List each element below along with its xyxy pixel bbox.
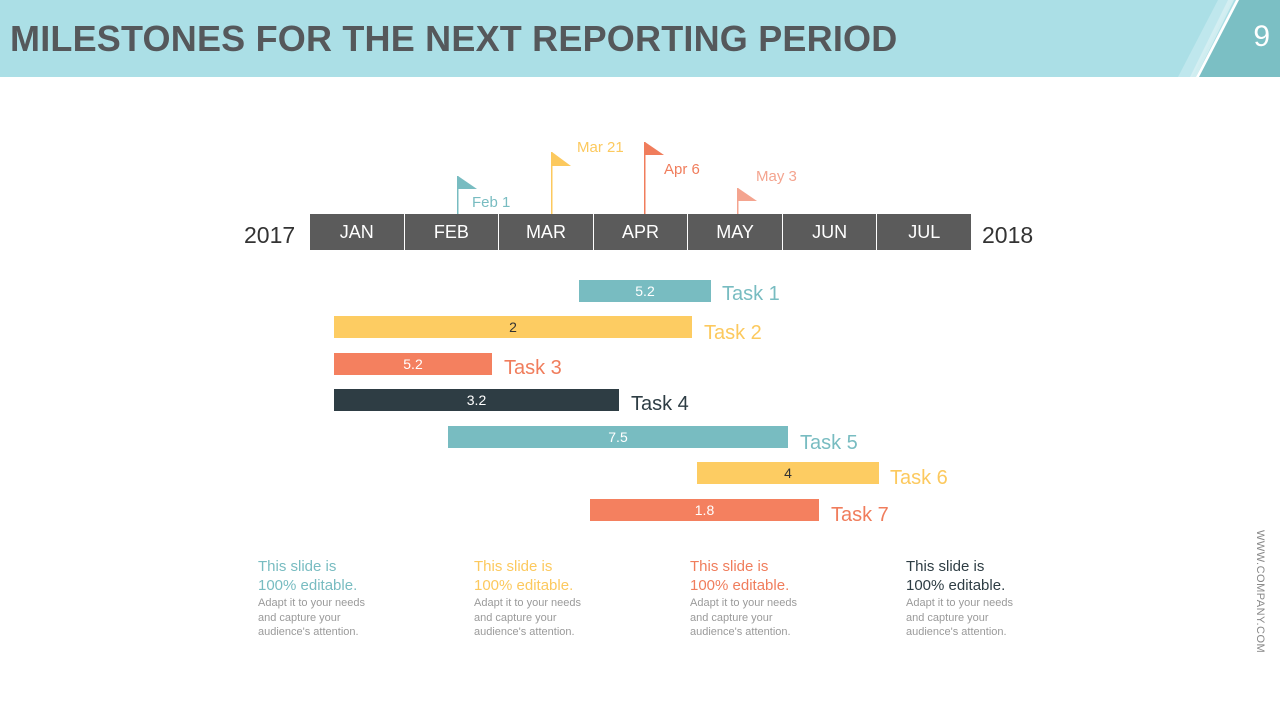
- note-headline: This slide is: [474, 558, 553, 575]
- note-body-line: and capture your: [474, 611, 557, 624]
- note-body-line: audience's attention.: [474, 626, 575, 638]
- task-value: 2: [509, 319, 517, 335]
- task-label-5: Task 5: [800, 432, 858, 454]
- task-bar-5: 7.5: [448, 426, 788, 448]
- note-body-line: Adapt it to your needs: [258, 597, 366, 609]
- note-body: Adapt it to your needs and capture your …: [474, 596, 674, 640]
- note-body-line: Adapt it to your needs: [906, 597, 1014, 609]
- task-bar-1: 5.2: [579, 280, 711, 302]
- task-label-6: Task 6: [890, 467, 948, 489]
- note-block-3: This slide is 100% editable. Adapt it to…: [690, 557, 890, 640]
- note-body-line: audience's attention.: [690, 626, 791, 638]
- note-body-line: Adapt it to your needs: [474, 597, 582, 609]
- note-headline: 100% editable.: [906, 577, 1006, 594]
- task-bar-6: 4: [697, 462, 879, 484]
- note-headline: This slide is: [906, 558, 985, 575]
- slide-title: MILESTONES FOR THE NEXT REPORTING PERIOD: [10, 18, 898, 59]
- note-headline: 100% editable.: [258, 577, 358, 594]
- note-body-line: Adapt it to your needs: [690, 597, 798, 609]
- note-headline: 100% editable.: [690, 577, 790, 594]
- flag-icon: [737, 188, 757, 214]
- month-feb: FEB: [404, 214, 500, 250]
- month-jun: JUN: [782, 214, 878, 250]
- task-value: 4: [784, 465, 792, 481]
- milestone-label-feb: Feb 1: [472, 194, 511, 211]
- note-block-4: This slide is 100% editable. Adapt it to…: [906, 557, 1106, 640]
- flag-icon: [457, 176, 477, 214]
- flag-icon: [644, 142, 664, 214]
- task-bar-7: 1.8: [590, 499, 819, 521]
- task-value: 5.2: [635, 283, 655, 299]
- note-headline: 100% editable.: [474, 577, 574, 594]
- note-body-line: audience's attention.: [906, 626, 1007, 638]
- note-body-line: and capture your: [258, 611, 341, 624]
- month-axis: JAN FEB MAR APR MAY JUN JUL: [310, 214, 972, 250]
- milestone-label-mar: Mar 21: [577, 139, 624, 156]
- month-mar: MAR: [499, 214, 594, 250]
- month-apr: APR: [593, 214, 689, 250]
- note-body-line: audience's attention.: [258, 626, 359, 638]
- note-headline: This slide is: [258, 558, 337, 575]
- task-bar-4: 3.2: [334, 389, 619, 411]
- task-label-3: Task 3: [504, 357, 562, 379]
- start-year: 2017: [244, 222, 296, 248]
- note-body: Adapt it to your needs and capture your …: [258, 596, 458, 640]
- task-label-1: Task 1: [722, 283, 780, 305]
- task-value: 7.5: [608, 429, 628, 445]
- website-text: WWW.COMPANY.COM: [1254, 530, 1266, 654]
- note-block-1: This slide is 100% editable. Adapt it to…: [258, 557, 458, 640]
- flag-icon: [551, 152, 571, 214]
- month-may: MAY: [688, 214, 783, 250]
- note-headline: This slide is: [690, 558, 769, 575]
- month-jul: JUL: [877, 214, 972, 250]
- note-body-line: and capture your: [906, 611, 989, 624]
- task-bar-2: 2: [334, 316, 692, 338]
- task-value: 5.2: [403, 356, 423, 372]
- task-value: 3.2: [466, 392, 487, 408]
- note-body-line: and capture your: [690, 611, 773, 624]
- end-year: 2018: [982, 222, 1034, 248]
- task-value: 1.8: [694, 502, 715, 518]
- page-number: 9: [1253, 20, 1270, 53]
- task-bar-3: 5.2: [334, 353, 492, 375]
- task-label-4: Task 4: [631, 393, 689, 415]
- note-body: Adapt it to your needs and capture your …: [690, 596, 890, 640]
- milestone-label-may: May 3: [756, 168, 797, 185]
- milestone-label-apr: Apr 6: [664, 161, 700, 178]
- note-body: Adapt it to your needs and capture your …: [906, 596, 1106, 640]
- task-label-2: Task 2: [704, 322, 762, 344]
- note-block-2: This slide is 100% editable. Adapt it to…: [474, 557, 674, 640]
- task-label-7: Task 7: [831, 504, 889, 526]
- header-decoration: [1178, 0, 1280, 77]
- slide-header: MILESTONES FOR THE NEXT REPORTING PERIOD…: [0, 0, 1280, 77]
- month-jan: JAN: [310, 214, 405, 250]
